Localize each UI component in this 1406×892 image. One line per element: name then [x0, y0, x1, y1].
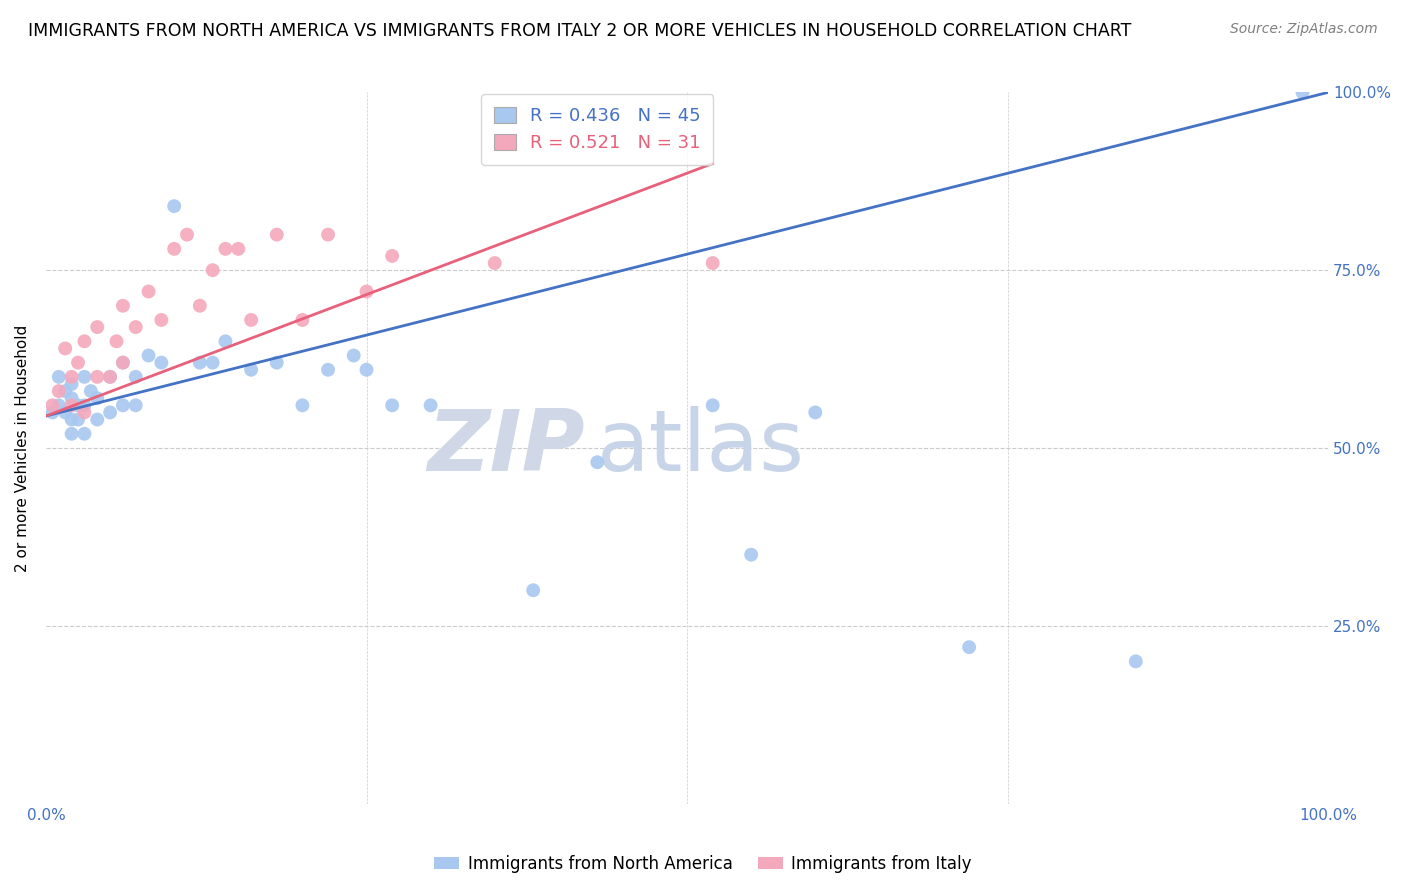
Point — [86, 369, 108, 384]
Point — [356, 285, 378, 299]
Y-axis label: 2 or more Vehicles in Household: 2 or more Vehicles in Household — [15, 325, 30, 572]
Point — [419, 398, 441, 412]
Point — [73, 405, 96, 419]
Point — [73, 426, 96, 441]
Point — [138, 349, 160, 363]
Point — [86, 412, 108, 426]
Point — [53, 405, 76, 419]
Point — [343, 349, 366, 363]
Point — [188, 356, 211, 370]
Point — [381, 249, 404, 263]
Point — [522, 583, 544, 598]
Point — [740, 548, 762, 562]
Point — [41, 398, 63, 412]
Point — [356, 363, 378, 377]
Point — [60, 369, 83, 384]
Text: IMMIGRANTS FROM NORTH AMERICA VS IMMIGRANTS FROM ITALY 2 OR MORE VEHICLES IN HOU: IMMIGRANTS FROM NORTH AMERICA VS IMMIGRA… — [28, 22, 1132, 40]
Point — [60, 398, 83, 412]
Point — [80, 384, 103, 398]
Point — [73, 398, 96, 412]
Text: ZIP: ZIP — [427, 407, 585, 490]
Point — [163, 242, 186, 256]
Point — [66, 412, 89, 426]
Point — [226, 242, 249, 256]
Point — [98, 405, 121, 419]
Point — [266, 227, 288, 242]
Point — [66, 356, 89, 370]
Point — [150, 356, 173, 370]
Point — [240, 313, 263, 327]
Point — [48, 398, 70, 412]
Point — [316, 363, 339, 377]
Point — [125, 398, 148, 412]
Point — [125, 320, 148, 334]
Point — [60, 376, 83, 391]
Point — [804, 405, 827, 419]
Point — [702, 256, 724, 270]
Point — [201, 263, 224, 277]
Point — [60, 412, 83, 426]
Point — [266, 356, 288, 370]
Point — [105, 334, 128, 349]
Text: atlas: atlas — [598, 407, 806, 490]
Point — [111, 356, 134, 370]
Point — [188, 299, 211, 313]
Point — [201, 356, 224, 370]
Point — [41, 405, 63, 419]
Point — [291, 313, 314, 327]
Point — [48, 369, 70, 384]
Point — [150, 313, 173, 327]
Point — [73, 369, 96, 384]
Point — [53, 342, 76, 356]
Point — [111, 356, 134, 370]
Point — [125, 369, 148, 384]
Point — [138, 285, 160, 299]
Point — [702, 398, 724, 412]
Point — [957, 640, 980, 654]
Point — [86, 320, 108, 334]
Point — [1291, 86, 1313, 100]
Point — [381, 398, 404, 412]
Point — [111, 398, 134, 412]
Point — [240, 363, 263, 377]
Point — [163, 199, 186, 213]
Point — [98, 369, 121, 384]
Point — [1125, 654, 1147, 668]
Point — [111, 299, 134, 313]
Point — [484, 256, 506, 270]
Point — [214, 242, 236, 256]
Point — [291, 398, 314, 412]
Point — [60, 426, 83, 441]
Point — [48, 384, 70, 398]
Point — [176, 227, 198, 242]
Text: Source: ZipAtlas.com: Source: ZipAtlas.com — [1230, 22, 1378, 37]
Point — [66, 398, 89, 412]
Point — [86, 391, 108, 405]
Legend: R = 0.436   N = 45, R = 0.521   N = 31: R = 0.436 N = 45, R = 0.521 N = 31 — [481, 95, 713, 165]
Point — [214, 334, 236, 349]
Point — [53, 384, 76, 398]
Point — [586, 455, 609, 469]
Point — [60, 391, 83, 405]
Point — [73, 334, 96, 349]
Legend: Immigrants from North America, Immigrants from Italy: Immigrants from North America, Immigrant… — [427, 848, 979, 880]
Point — [98, 369, 121, 384]
Point — [316, 227, 339, 242]
